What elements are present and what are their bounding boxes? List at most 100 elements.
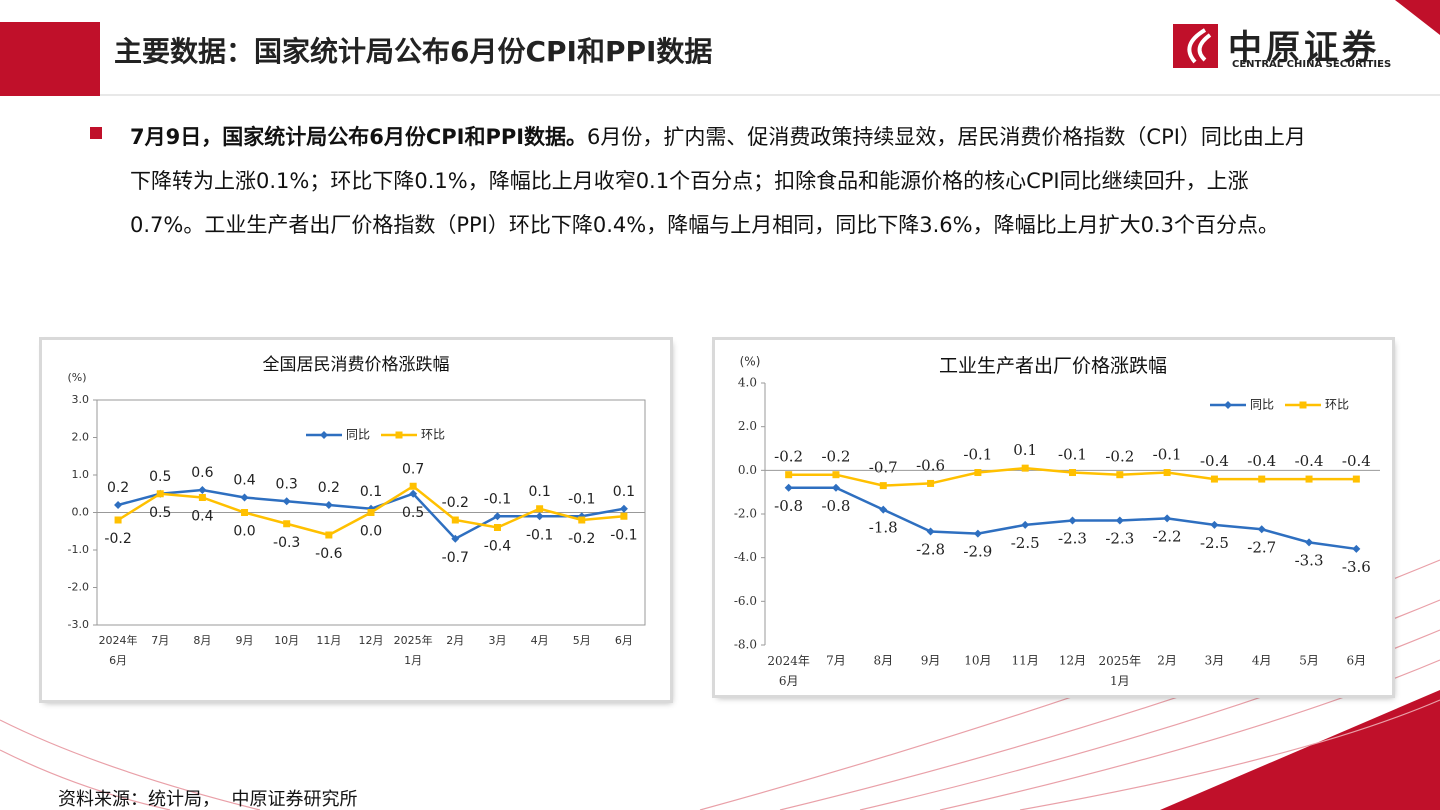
data-label: 0.6 [191, 465, 213, 481]
x-tick-label: 11月 [316, 634, 341, 647]
logo-en: CENTRAL CHINA SECURITIES [1232, 59, 1392, 70]
legend-marker [395, 431, 403, 439]
y-tick-label: -2.0 [734, 507, 757, 521]
point [1068, 516, 1077, 525]
point [832, 471, 840, 479]
cpi-chart: 全国居民消费价格涨跌幅 (%) 3.0 2.0 1.0 0.0 -1.0 -2.0 -3.0 20… [42, 340, 670, 700]
data-label: -0.3 [273, 535, 300, 551]
point [282, 497, 291, 506]
y-unit: (%) [67, 371, 86, 384]
x-tick-line: 2024年 [99, 633, 138, 647]
title-band [0, 22, 100, 96]
point [1210, 520, 1219, 529]
source: 资料来源：统计局， 中原证券研究所 [58, 789, 358, 810]
data-label: 0.2 [107, 480, 129, 496]
point [879, 505, 888, 514]
point [535, 512, 544, 521]
data-label: 0.5 [149, 469, 171, 485]
data-label: -2.2 [1153, 527, 1182, 545]
point [1115, 516, 1124, 525]
point [927, 479, 935, 487]
data-label: -0.1 [1153, 446, 1182, 464]
logo-cn: 中原证券 [1228, 28, 1380, 68]
point [1305, 538, 1314, 547]
data-label: -0.6 [315, 546, 342, 562]
legend-label: 同比 [346, 428, 370, 442]
x-tick-label: 7月 [826, 654, 846, 668]
data-label: -2.5 [1011, 534, 1040, 552]
point [1352, 475, 1360, 483]
data-label: -0.1 [963, 446, 992, 464]
ppi-chart: 工业生产者出厂价格涨跌幅 (%) 4.0 2.0 0.0 -2.0 -4.0 -6.0 -8.0… [715, 340, 1392, 695]
point [493, 512, 502, 521]
data-label: -0.2 [821, 448, 850, 466]
point [240, 493, 249, 502]
data-label: -0.2 [774, 448, 803, 466]
point [578, 516, 586, 524]
y-tick-label: 4.0 [738, 376, 757, 390]
data-label: -0.4 [1200, 452, 1229, 470]
data-label: -0.2 [568, 531, 595, 547]
x-tick-label: 9月 [236, 634, 254, 647]
data-label: -0.4 [1247, 452, 1276, 470]
x-tick-label: 11月 [1012, 654, 1039, 668]
x-tick-line: 2025年 [1099, 654, 1142, 668]
point [451, 534, 460, 543]
point [451, 516, 459, 524]
bullet-body: 6月份，扩内需、促消费政策持续显效，居民消费价格指数（CPI）同比由上月下降转为… [130, 125, 1306, 237]
y-tick-label: -1.0 [68, 543, 89, 556]
point [1305, 475, 1313, 483]
x-tick-label: 12月 [359, 634, 384, 647]
y-tick-label: -3.0 [68, 618, 89, 631]
point [926, 527, 935, 536]
data-label: 0.5 [149, 505, 171, 521]
x-tick-line: 1月 [404, 654, 422, 667]
x-tick-label: 9月 [921, 654, 941, 668]
data-label: -0.8 [821, 497, 850, 515]
point [974, 469, 982, 477]
point [973, 529, 982, 538]
point [493, 524, 501, 531]
data-label: -2.5 [1200, 534, 1229, 552]
x-tick-line: 6月 [109, 654, 127, 667]
x-tick-label: 6月 [615, 634, 633, 647]
y-tick-label: 2.0 [72, 431, 90, 444]
y-tick-label: 1.0 [72, 468, 90, 481]
point [1021, 464, 1029, 472]
y-tick-label: 0.0 [72, 506, 90, 519]
x-tick-line: 2024年 [767, 654, 810, 668]
x-tick-label: 2月 [1157, 654, 1177, 668]
point [241, 509, 249, 516]
data-label: 0.5 [402, 505, 424, 521]
title: 主要数据：国家统计局公布6月份CPI和PPI数据 [114, 35, 713, 68]
point [831, 483, 840, 492]
data-label: -2.3 [1105, 530, 1134, 548]
point [1163, 514, 1172, 523]
data-label: 0.2 [318, 480, 340, 496]
data-label: -3.6 [1342, 558, 1371, 576]
point [784, 483, 793, 492]
data-label: -2.3 [1058, 530, 1087, 548]
x-tick-line: 1月 [1110, 674, 1130, 688]
point [1116, 471, 1124, 479]
x-tick-label: 10月 [274, 634, 299, 647]
data-label: 0.1 [613, 484, 635, 500]
data-label: -0.1 [568, 491, 595, 507]
data-label: -0.2 [104, 531, 131, 547]
data-label: -0.2 [442, 495, 469, 511]
point [198, 486, 207, 494]
data-label: -2.8 [916, 540, 945, 558]
data-label: 0.3 [276, 476, 298, 492]
chart-title: 工业生产者出厂价格涨跌幅 [939, 355, 1167, 377]
point [1210, 475, 1218, 483]
legend-label: 环比 [1325, 398, 1349, 412]
x-tick-label: 3月 [1205, 654, 1225, 668]
x-tick-label: 2月 [446, 634, 464, 647]
corner [1395, 0, 1440, 35]
x-tick-label: 2024年 6月 [99, 633, 138, 667]
legend-label: 同比 [1250, 398, 1274, 412]
x-tick-label: 4月 [531, 634, 549, 647]
bullet-text: 7月9日，国家统计局公布6月份CPI和PPI数据。6月份，扩内需、促消费政策持续… [130, 115, 1310, 247]
point [620, 512, 628, 520]
